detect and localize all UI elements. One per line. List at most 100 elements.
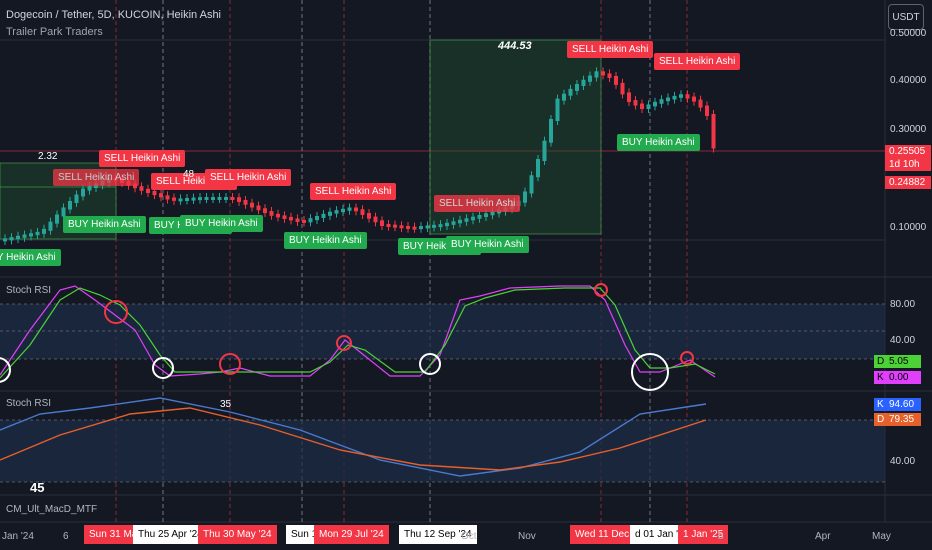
sell-signal[interactable]: SELL Heikin Ashi — [567, 41, 654, 58]
candle — [308, 218, 313, 223]
candle — [406, 225, 410, 229]
sell-signal[interactable]: SELL Heikin Ashi — [434, 195, 521, 212]
time-date-tag: Thu 12 Sep '24 — [399, 525, 477, 544]
current-price-tag: 0.25505 — [885, 145, 931, 158]
stoch2-k-value: 94.60 — [885, 398, 921, 411]
candle — [3, 238, 7, 242]
time-date-tag: Wed 11 Dec '24 — [570, 525, 650, 544]
buy-signal[interactable]: BUY Heikin Ashi — [284, 232, 367, 249]
buy-signal[interactable]: BUY Heikin Ashi — [0, 249, 61, 266]
time-label: May — [872, 531, 891, 542]
candle — [614, 76, 618, 85]
candle — [373, 216, 378, 223]
stoch2-axis-40: 40.00 — [890, 456, 916, 467]
stoch2-title[interactable]: Stoch RSI — [6, 398, 52, 409]
stoch1-d-line — [0, 287, 716, 379]
candles-group — [3, 67, 716, 245]
candle — [61, 207, 66, 217]
macd-title[interactable]: CM_Ult_MacD_MTF — [6, 504, 98, 515]
candle — [29, 233, 33, 237]
candle — [282, 215, 287, 219]
small-value: 48 — [183, 169, 195, 180]
candle — [256, 205, 261, 211]
stoch1-circles — [0, 283, 694, 391]
candle — [289, 216, 293, 221]
buy-signal[interactable]: BUY Heikin Ashi — [180, 215, 263, 232]
candle — [666, 97, 670, 102]
candle — [42, 228, 46, 234]
candle — [568, 88, 573, 96]
time-label: Oct — [461, 531, 477, 542]
candle — [581, 79, 586, 86]
price-label-2: 0.30000 — [890, 124, 927, 135]
candle — [594, 71, 599, 78]
candle — [204, 197, 209, 200]
candle — [412, 226, 417, 230]
candle — [185, 198, 189, 201]
stoch2-k-line — [0, 397, 707, 477]
candle — [380, 220, 384, 226]
candle — [711, 114, 716, 149]
sell-signal[interactable]: SELL Heikin Ashi — [310, 183, 397, 200]
candle — [224, 197, 228, 200]
time-date-tag: 1 Jan '25 — [678, 525, 729, 544]
measure-value: 444.53 — [498, 40, 532, 52]
candle — [74, 194, 79, 203]
candle — [198, 197, 202, 201]
candle — [445, 222, 449, 227]
time-date-tag: Thu 25 Apr '24 — [133, 525, 208, 544]
candle — [159, 193, 163, 198]
currency-button[interactable]: USDT — [888, 4, 924, 30]
buy-signal[interactable]: BUY Heikin Ashi — [446, 236, 529, 253]
stoch2-d-value: 79.35 — [885, 413, 921, 426]
symbol-title[interactable]: Dogecoin / Tether, 5D, KUCOIN, Heikin As… — [6, 9, 222, 21]
candle — [315, 216, 319, 221]
buy-signal[interactable]: BUY Heikin Ashi — [63, 216, 146, 233]
sell-signal[interactable]: SELL Heikin Ashi — [99, 150, 186, 167]
candle — [321, 213, 326, 218]
candle — [419, 226, 423, 230]
line-price-tag: 0.24882 — [885, 176, 931, 189]
candle — [698, 99, 703, 108]
candle — [191, 197, 196, 201]
candle — [360, 209, 365, 215]
candle — [68, 201, 72, 210]
stoch1-title[interactable]: Stoch RSI — [6, 285, 52, 296]
candle — [464, 218, 469, 222]
candle — [295, 218, 300, 222]
candle — [165, 195, 170, 200]
candle — [679, 94, 683, 98]
candle — [55, 214, 59, 224]
candle — [367, 212, 371, 219]
candle — [87, 186, 92, 191]
candle — [399, 225, 404, 229]
buy-signal[interactable]: BUY Heikin Ashi — [617, 134, 700, 151]
candle — [705, 105, 709, 116]
countdown-tag: 1d 10h — [885, 158, 931, 171]
sell-signal[interactable]: SELL Heikin Ashi — [205, 169, 292, 186]
candle — [139, 186, 144, 191]
candle — [490, 211, 495, 216]
candle — [35, 231, 40, 236]
stoch1-k-value: 0.00 — [885, 371, 921, 384]
candle — [276, 213, 280, 218]
candle — [48, 221, 53, 231]
candle — [9, 237, 14, 241]
time-label: Nov — [518, 531, 536, 542]
sell-signal[interactable]: SELL Heikin Ashi — [654, 53, 741, 70]
candle — [230, 197, 235, 200]
candle — [477, 215, 482, 219]
candle — [601, 71, 605, 76]
candle — [575, 84, 579, 91]
indicator-name[interactable]: Trailer Park Traders — [6, 26, 103, 38]
candle — [22, 234, 27, 238]
stoch1-axis-40: 40.00 — [890, 335, 916, 346]
candle — [302, 219, 306, 223]
time-label: 6 — [63, 531, 69, 542]
candle — [685, 94, 690, 99]
stoch1-k-line — [0, 285, 716, 378]
sell-signal[interactable]: SELL Heikin Ashi — [53, 169, 140, 186]
candle — [393, 224, 397, 228]
stoch2-d-label: D — [874, 413, 888, 426]
